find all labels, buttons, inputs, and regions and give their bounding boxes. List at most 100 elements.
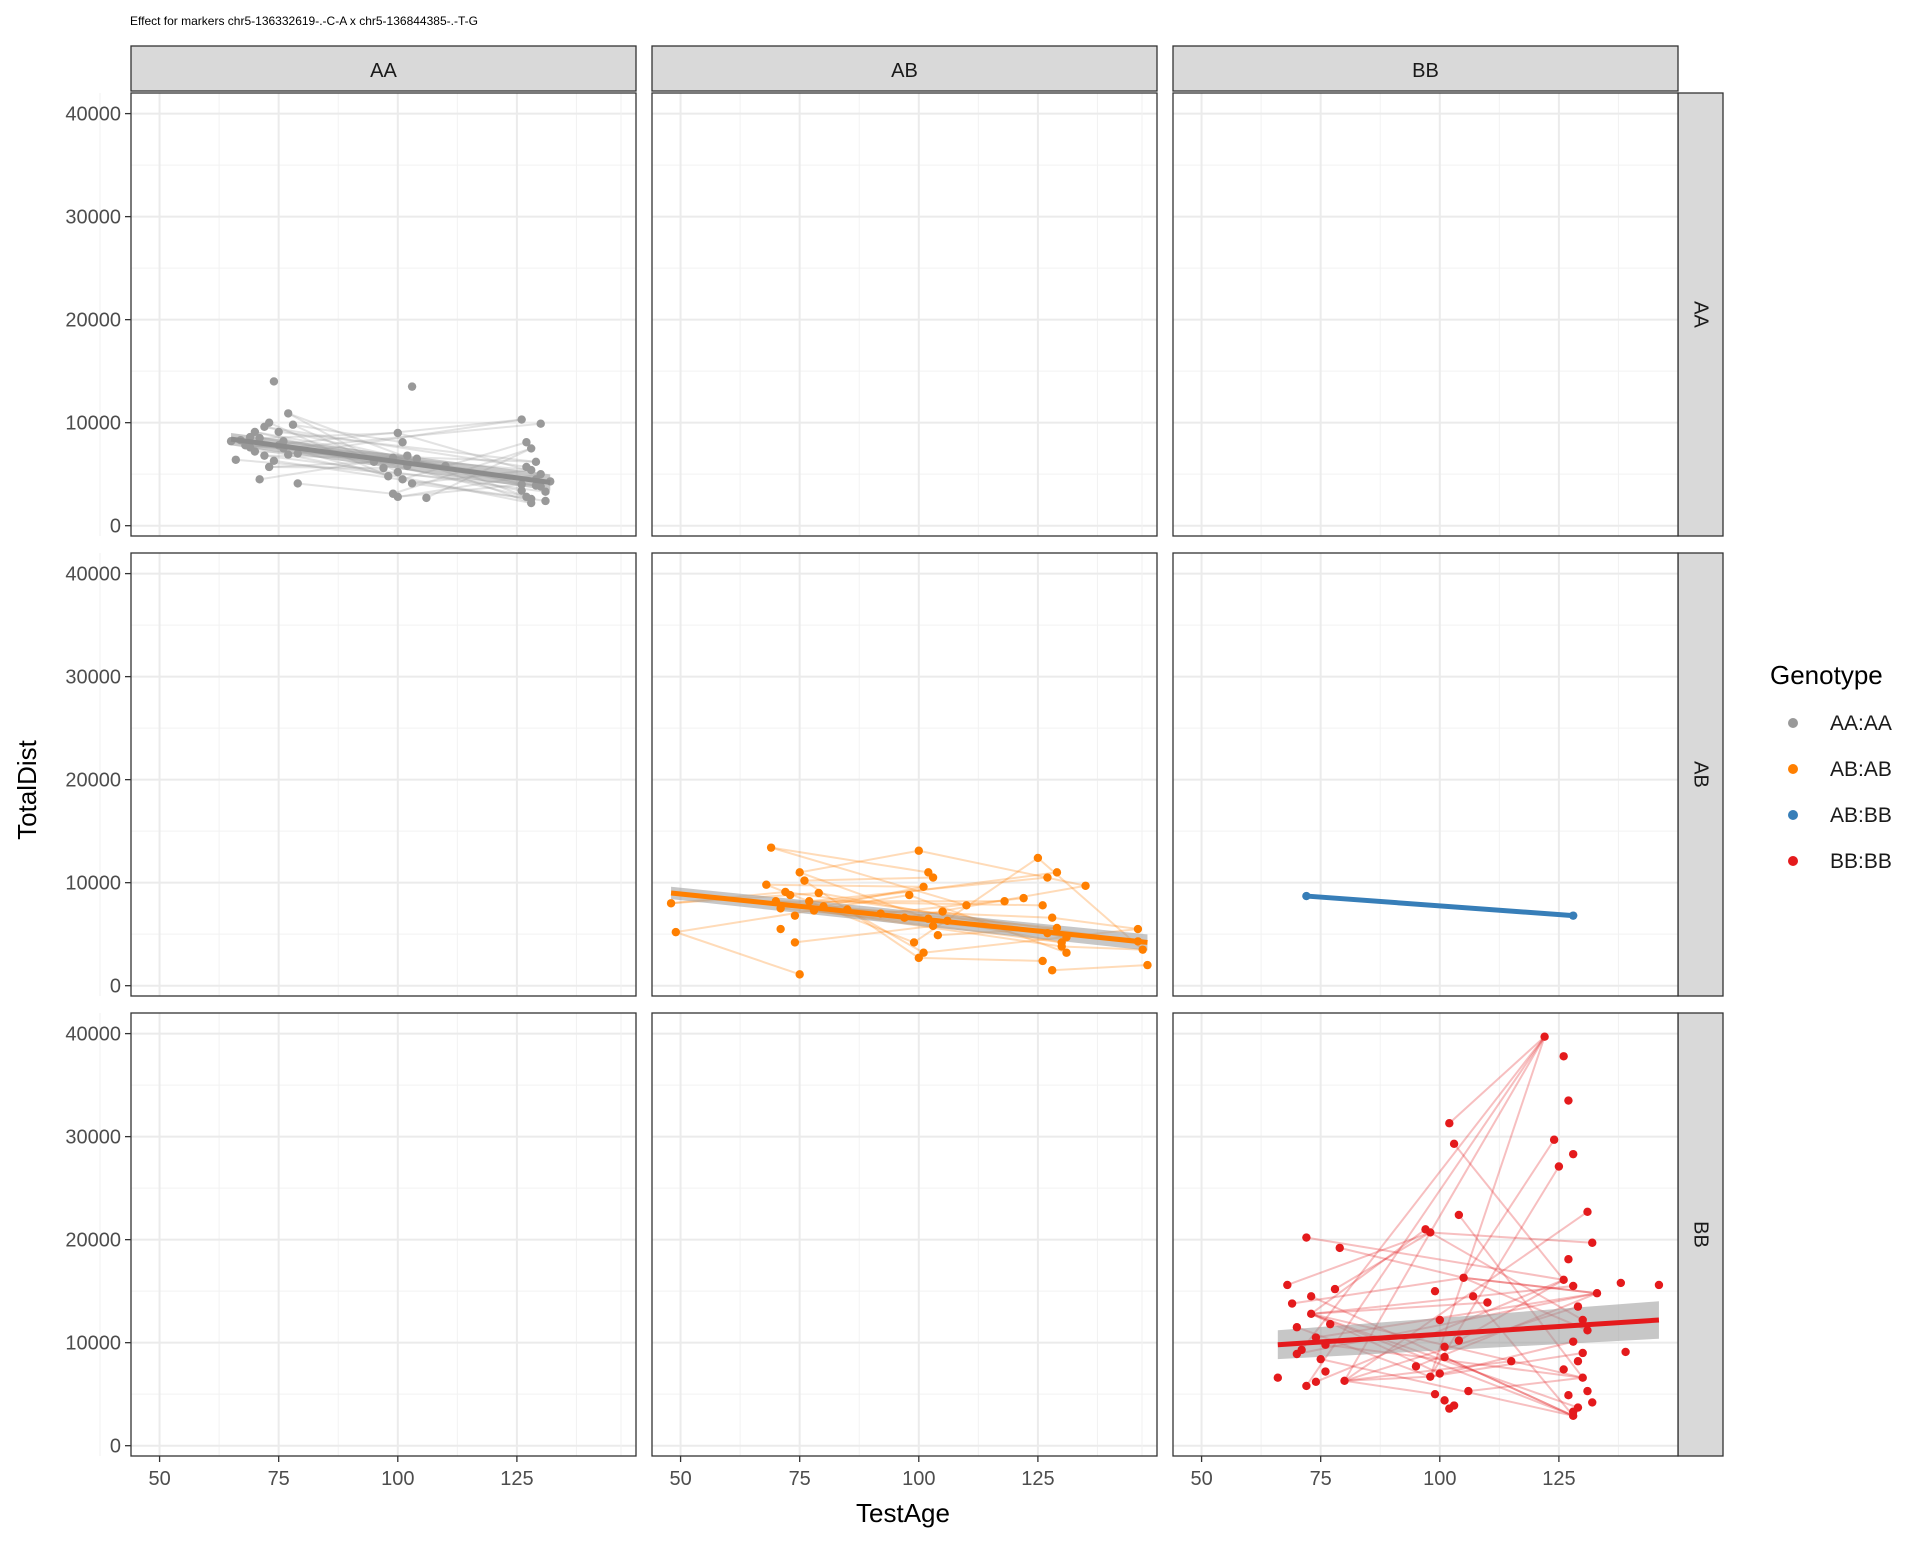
trajectory-line: [292, 423, 403, 444]
data-point: [398, 475, 407, 484]
data-point: [1426, 1228, 1435, 1237]
data-point: [522, 438, 531, 447]
legend-label: AA:AA: [1830, 712, 1892, 735]
data-point: [805, 897, 814, 906]
data-point: [1540, 1032, 1549, 1041]
series-aa-aa: [226, 377, 555, 508]
legend-marker: [1788, 718, 1798, 728]
data-point: [1047, 913, 1057, 922]
data-point: [1287, 1299, 1297, 1308]
data-point: [1340, 1376, 1349, 1385]
data-point: [517, 480, 526, 489]
row-strip-label: AB: [1690, 761, 1712, 788]
trajectory-line: [264, 425, 527, 468]
data-point: [260, 451, 269, 460]
legend-label: BB:BB: [1830, 850, 1892, 873]
data-point: [1568, 1149, 1578, 1159]
y-tick-label: 30000: [65, 1127, 121, 1149]
data-point: [1038, 901, 1047, 910]
data-point: [1440, 1352, 1449, 1362]
data-point: [1578, 1373, 1587, 1382]
data-point: [398, 438, 407, 447]
data-point: [384, 472, 393, 481]
row-strip-aa: [1677, 92, 1724, 537]
data-point: [541, 496, 550, 506]
data-point: [517, 415, 526, 424]
trend-line: [230, 436, 551, 485]
data-point: [1440, 1342, 1449, 1351]
x-tick-label: 125: [500, 1468, 533, 1490]
data-point: [928, 921, 938, 931]
data-point: [1573, 1302, 1583, 1311]
data-point: [1559, 1275, 1568, 1285]
column-strip-label: BB: [1412, 60, 1439, 82]
y-tick-label: 0: [110, 516, 121, 538]
data-point: [938, 907, 947, 916]
data-point: [1033, 853, 1043, 863]
data-point: [795, 868, 804, 877]
trajectory-line: [1343, 1231, 1432, 1382]
column-strip-ab: [651, 45, 1158, 92]
trajectory-line: [823, 885, 924, 908]
trajectory-line: [1448, 1035, 1546, 1124]
data-point: [1283, 1280, 1292, 1290]
trajectory-line: [1344, 1375, 1431, 1382]
panel-background: [652, 93, 1157, 536]
data-point: [1483, 1298, 1492, 1307]
data-point: [790, 911, 800, 920]
data-point: [666, 899, 676, 908]
trajectory-line: [804, 876, 934, 882]
legend-label: AB:AB: [1830, 758, 1892, 781]
y-tick-label: 40000: [65, 104, 121, 126]
data-point: [536, 469, 545, 479]
legend-marker: [1788, 764, 1798, 774]
data-point: [1430, 1286, 1440, 1296]
trajectory-line: [770, 846, 929, 874]
data-point: [541, 487, 550, 496]
data-point: [293, 479, 302, 488]
y-tick-label: 30000: [65, 207, 121, 229]
y-tick-label: 40000: [65, 1024, 121, 1046]
trajectory-line: [904, 884, 1086, 919]
data-point: [1326, 1319, 1335, 1329]
data-point: [933, 931, 943, 940]
trajectory-line: [1310, 1228, 1427, 1315]
data-point: [288, 420, 298, 429]
data-point: [1454, 1210, 1464, 1220]
y-tick-label: 10000: [65, 1333, 121, 1355]
panel-ab-aa: [99, 553, 636, 996]
x-axis-label: TestAge: [856, 1498, 950, 1528]
trajectory-line: [402, 441, 527, 481]
data-point: [919, 948, 928, 957]
x-tick-label: 50: [1190, 1468, 1212, 1490]
data-point: [517, 486, 526, 495]
panel-border: [651, 92, 1158, 537]
panel-border: [130, 552, 637, 997]
data-point: [1507, 1357, 1516, 1366]
data-point: [1449, 1401, 1459, 1410]
data-point: [1000, 897, 1009, 906]
data-point: [785, 890, 795, 900]
data-point: [531, 457, 541, 467]
data-point: [1043, 873, 1052, 882]
data-point: [1081, 881, 1090, 890]
data-point: [1411, 1362, 1421, 1371]
panel-background: [652, 1013, 1157, 1456]
data-point: [1459, 1273, 1468, 1282]
trajectory-line: [1052, 964, 1148, 972]
data-point: [1468, 1292, 1478, 1301]
data-point: [1559, 1052, 1568, 1061]
data-point: [407, 479, 417, 488]
y-tick-label: 40000: [65, 564, 121, 586]
data-point: [1321, 1367, 1330, 1376]
panel-background: [131, 553, 636, 996]
trajectory-line: [1291, 1276, 1464, 1305]
x-tick-label: 50: [669, 1468, 691, 1490]
data-point: [393, 492, 402, 502]
data-point: [1616, 1278, 1626, 1288]
data-point: [1578, 1348, 1587, 1358]
data-point: [1335, 1243, 1344, 1253]
data-point: [403, 451, 412, 460]
panel-border: [1172, 1012, 1679, 1457]
